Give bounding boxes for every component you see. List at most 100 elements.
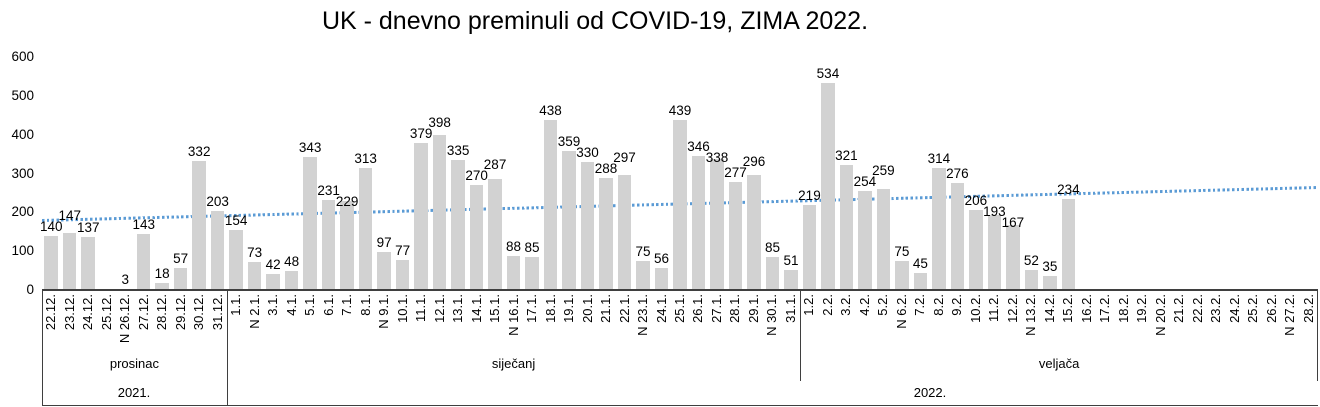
bar [377,252,391,290]
bar-value-label: 140 [39,218,63,234]
x-axis-date-label: 2.2. [819,294,835,316]
bar-value-label: 359 [557,133,581,149]
y-axis-tick-label: 400 [11,126,34,142]
bar-value-label: 330 [576,144,599,160]
bar-value-label: 18 [154,266,170,281]
axis-border-right [1317,290,1318,381]
x-axis-date-label: N 27.2. [1282,294,1298,336]
x-axis-date-label: 17.1. [524,294,540,323]
bar [876,189,891,290]
bar-value-label: 534 [816,65,840,81]
bar [802,204,817,290]
x-axis-date-label: 10.2. [967,294,983,323]
bar [155,283,169,290]
bar-value-label: 97 [376,235,392,251]
bar-value-label: 88 [506,238,522,254]
x-axis-date-label: 5.2. [875,294,891,316]
x-axis-date-label: 6.1. [320,294,336,316]
x-axis-date-label: N 16.1. [505,294,521,336]
x-axis-date-label: 14.2. [1041,294,1057,323]
x-axis-date-label: N 20.2. [1152,294,1168,336]
bar [691,155,706,290]
x-axis-date-label: 27.12. [135,294,151,331]
bar-value-label: 45 [912,255,928,271]
x-axis-date-label: 8.2. [930,294,946,316]
x-axis-date-label: 23.2. [1208,294,1224,323]
x-axis-date-label: 25.12. [98,294,114,331]
bar [284,271,299,290]
x-axis-date-label: 27.1. [708,294,724,323]
bar [1043,276,1057,290]
x-axis-date-label: 23.12. [61,294,77,331]
bar [173,267,188,290]
bar [950,182,965,290]
bar-value-label: 288 [594,161,618,177]
bar [987,215,1002,290]
x-axis-date-label: 24.12. [80,294,96,331]
x-axis-date-label: N 9.1. [376,294,392,329]
bar [1006,225,1020,290]
bar [617,174,632,290]
y-axis-tick-label: 0 [26,282,34,297]
bar [543,119,558,290]
bar [784,270,798,290]
bar [451,159,465,290]
bar-value-label: 48 [284,254,300,270]
bar [728,182,743,290]
bar [765,256,780,290]
x-axis-date-label: 12.1. [431,294,447,323]
chart-title: UK - dnevno preminuli od COVID-19, ZIMA … [321,7,869,35]
bar [81,236,95,290]
bar [488,178,502,290]
bar-value-label: 147 [58,207,81,223]
bar-value-label: 276 [946,165,969,181]
bar-value-label: 57 [173,250,189,266]
bar [62,232,77,290]
bar [414,142,428,290]
x-axis-date-label: 25.1. [672,294,687,323]
bar-value-label: 143 [132,217,155,233]
x-axis-date-label: N 6.2. [893,294,909,329]
bar [266,273,280,290]
bar-value-label: 439 [668,102,692,118]
bar [44,235,58,290]
bar-value-label: 287 [483,157,507,173]
bar [895,260,909,290]
bar [229,230,243,290]
bar [321,200,336,290]
x-axis-date-label: 14.1. [468,294,484,323]
x-axis-date-label: 29.12. [172,294,188,331]
bar-value-label: 277 [724,165,747,181]
x-axis-date-label: 26.1. [690,294,706,323]
axis-border-bottom [42,404,1318,406]
x-axis-date-label: 31.12. [209,294,225,331]
bar-value-label: 259 [872,163,895,179]
bar-value-label: 379 [409,125,433,141]
bar [340,201,354,290]
x-axis-date-label: 3.1. [265,294,281,316]
bar [636,260,650,290]
bar-value-label: 3 [121,271,129,287]
bar-value-label: 332 [187,144,211,160]
bar-value-label: 297 [613,150,636,166]
bar-value-label: 42 [265,256,281,272]
bar [210,211,225,290]
bar [358,168,373,290]
bar-value-label: 56 [653,251,670,267]
x-axis-date-label: 21.1. [598,294,614,323]
bar-value-label: 343 [298,139,322,155]
bar-value-label: 231 [317,183,340,199]
bar-value-label: 321 [835,148,858,164]
month-group-label: prosinac [109,356,160,371]
bar [136,234,151,290]
bar [599,178,613,290]
x-axis-date-label: N 30.1. [764,294,780,336]
bar-value-label: 85 [764,239,780,255]
x-axis-date-label: 18.2. [1115,294,1131,323]
bar [506,255,521,290]
year-group-label: 2021. [117,385,151,400]
x-axis-date-label: 11.2. [986,294,1002,322]
bar-value-label: 75 [635,243,651,259]
x-axis-date-label: 19.1. [561,294,577,323]
bar-value-label: 296 [742,154,766,170]
